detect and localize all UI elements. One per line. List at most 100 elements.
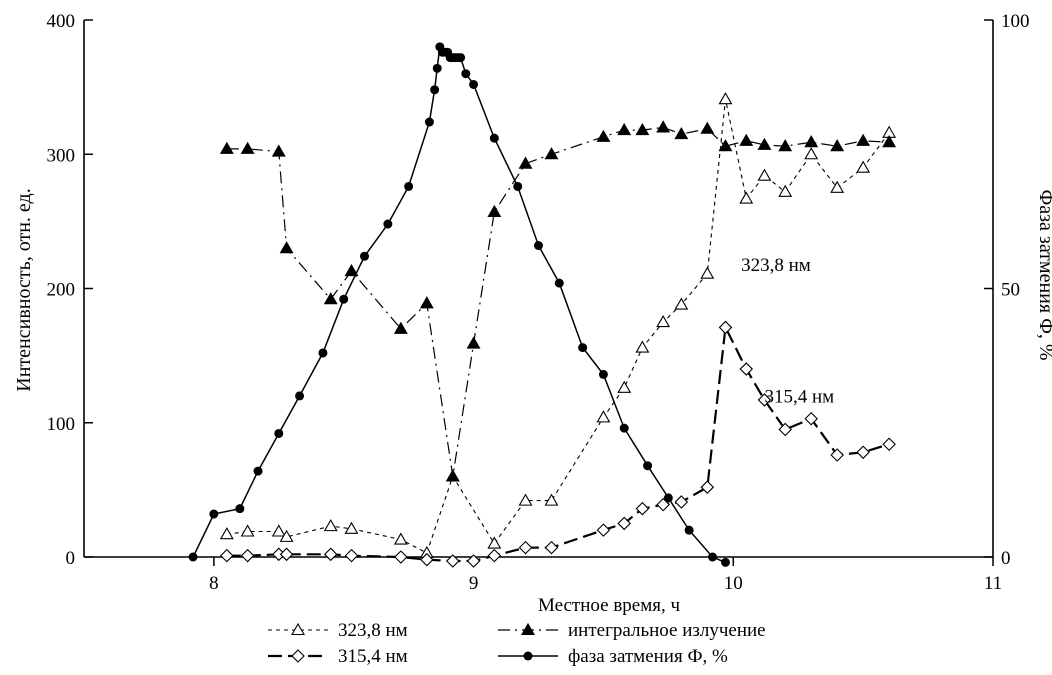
series-integral-point [856,133,871,146]
series-eclipse-phase-point [469,79,479,89]
series-eclipse-phase-point [295,391,305,401]
series-integral-point [466,336,481,349]
legend-label: интегральное излучение [568,620,766,641]
series-315-4nm-point [323,547,338,562]
series-eclipse-phase-point [339,294,349,304]
series-integral-point [487,204,502,218]
x-tick-label: 10 [724,573,743,594]
legend-marker [291,649,305,663]
x-tick-label: 8 [209,573,219,594]
series-eclipse-phase-point [461,69,471,79]
series-eclipse-phase-point [489,133,499,143]
y-left-tick-label: 100 [47,414,76,435]
series-323-8nm-point [757,168,772,181]
series-integral-point [323,292,338,305]
series-323-8nm-line [226,99,890,554]
series-integral-point [518,156,533,169]
series-eclipse-phase-point [554,278,564,288]
legend: 323,8 нм интегральное излучение 315,4 нм фа… [268,620,766,667]
series-eclipse-phase-point [534,241,543,251]
series-323-8nm-point [718,92,733,105]
series-eclipse-phase-point [383,219,393,229]
y-axis-label-right: Фаза затмения Ф, % [1035,189,1052,360]
series-315-4nm-point [220,548,234,563]
series-323-8nm-point [323,519,338,532]
series-323-8nm-point [596,410,611,423]
y-left-tick-label: 400 [47,11,76,32]
series-eclipse-phase-line [192,44,726,564]
series-323-8nm-point [271,524,286,537]
x-axis-label: Местное время, ч [538,595,681,616]
series-eclipse-phase-point [274,428,284,438]
series-315-4nm-point [674,495,689,509]
y-right-tick-label: 100 [1001,11,1030,32]
series-315-4nm-point [596,523,611,537]
series-eclipse-phase-point [663,493,673,503]
series-integral-point [804,135,819,148]
series-315-4nm-point [757,393,772,407]
y-axis-label-left: Интенсивность, отн. ед. [13,188,35,391]
series-eclipse-phase-point [209,509,219,519]
series-315-4nm-point [882,437,896,452]
series-integral-point [344,263,359,277]
series-integral-point [617,122,632,136]
series-eclipse-phase-point [188,552,198,562]
series-323-8nm-point [240,524,255,537]
y-left-tick-label: 0 [66,548,76,569]
series-integral-point [544,147,559,160]
series-markers [188,42,897,568]
series-323-8nm-point [518,493,533,506]
series-integral-point [271,144,286,157]
series-315-4nm-point [718,320,733,335]
series-eclipse-phase-point [708,552,718,562]
series-323-8nm-point [617,380,632,393]
series-315-4nm-point [487,548,502,563]
series-315-4nm-point [466,554,481,568]
series-eclipse-phase-point [359,251,369,261]
series-323-8nm-point [804,147,819,160]
series-315-4nm-point [830,448,844,462]
series-integral-point [830,139,845,152]
series-eclipse-phase-point [404,181,414,191]
series-315-4nm-point [394,550,408,564]
series-integral-point [393,321,408,334]
series-315-4nm-point [739,362,754,376]
series-315-4nm-point [804,411,818,426]
tick-marks: 8 9 10 11 0 100 200 300 400 0 50 100 [47,11,1030,594]
legend-marker [291,622,305,636]
series-315-4nm-point [420,552,434,567]
series-323-8nm-point [830,180,845,193]
series-315-4nm-point [344,548,359,563]
y-left-tick-label: 200 [47,280,76,301]
series-323-8nm-point [219,527,234,540]
series-323-8nm-point [656,314,671,328]
series-eclipse-phase-point [598,369,608,379]
legend-label: 315,4 нм [338,646,408,667]
series-eclipse-phase-point [456,53,466,63]
series-323-8nm-point [635,340,650,353]
annotation-323-8nm: 323,8 нм [741,255,811,276]
series-315-4nm-line [226,323,890,563]
series-323-8nm-point [487,536,502,549]
series-eclipse-phase-point [432,63,442,73]
series-315-4nm-point [279,547,294,562]
legend-marker [523,651,533,661]
series-323-8nm-point [393,532,408,545]
series-323-8nm-point [778,184,793,197]
series-eclipse-phase-point [619,423,629,433]
series-315-4nm-point [778,422,793,437]
series-323-8nm-point [739,191,754,204]
series-323-8nm-point [544,493,559,506]
series-eclipse-phase-point [430,85,440,95]
series-integral-point [219,141,234,154]
series-integral-point [635,122,650,136]
y-right-tick-label: 0 [1001,548,1011,569]
series-eclipse-phase-point [720,557,730,567]
series-integral-point [700,121,715,134]
series-315-4nm-point [446,554,460,568]
axes [83,20,994,558]
legend-label: 323,8 нм [338,620,408,641]
series-eclipse-phase-point [643,461,653,471]
annotation-315-4nm: 315,4 нм [764,387,834,408]
